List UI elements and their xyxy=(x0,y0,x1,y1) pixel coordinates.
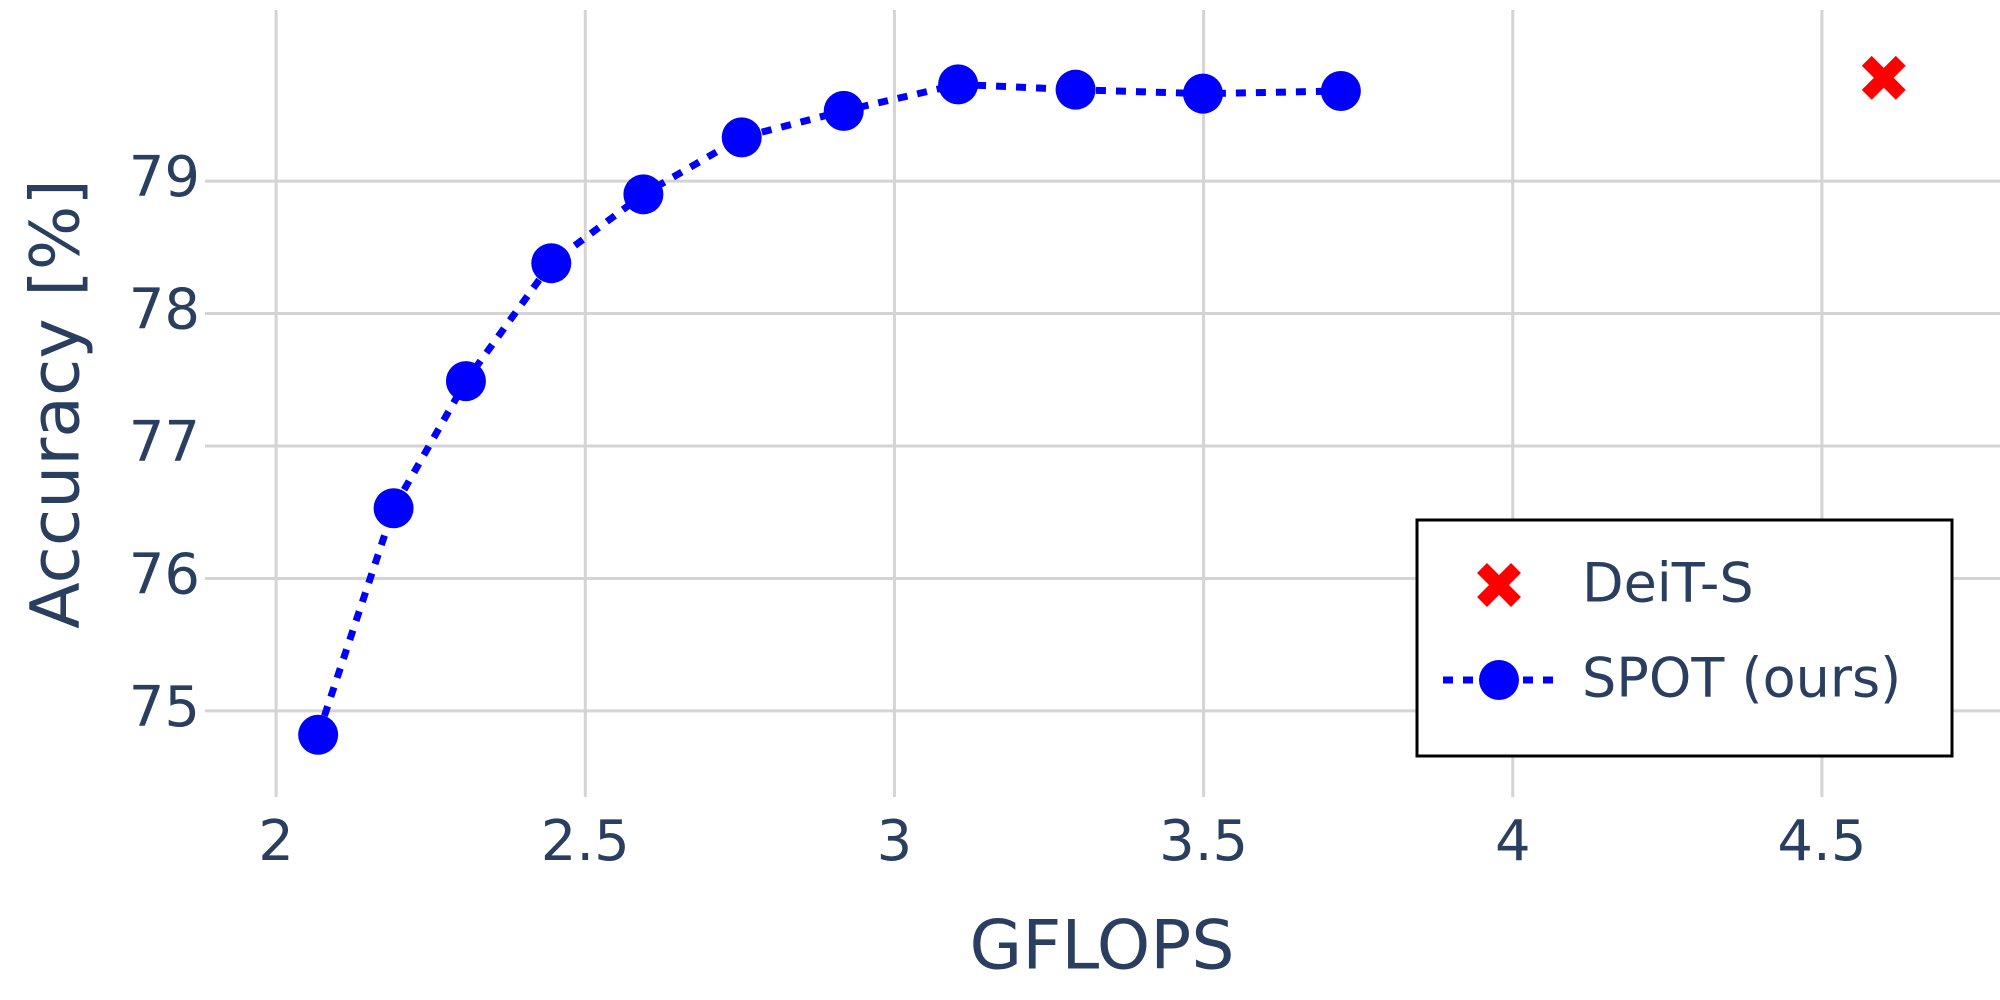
point xyxy=(1182,73,1223,114)
legend-marker xyxy=(1479,660,1519,700)
grid xyxy=(205,10,2000,797)
series-line xyxy=(314,80,1341,736)
point xyxy=(823,90,864,131)
point xyxy=(298,714,339,755)
legend-box xyxy=(1415,518,1954,758)
marker-x xyxy=(1861,55,1906,100)
x-tick-label: 3 xyxy=(877,809,913,874)
y-axis-title: Accuracy [%] xyxy=(17,179,96,629)
x-axis-title: GFLOPS xyxy=(970,907,1235,986)
point xyxy=(1320,71,1361,112)
marker-x xyxy=(1477,563,1521,607)
point xyxy=(531,243,572,284)
x-tick-label: 4 xyxy=(1495,809,1531,874)
point xyxy=(373,488,414,529)
x-tick-label: 2.5 xyxy=(541,809,630,874)
y-tick-label: 77 xyxy=(129,410,200,475)
legend-label: SPOT (ours) xyxy=(1582,647,1901,710)
y-tick-label: 75 xyxy=(129,675,200,740)
point xyxy=(721,117,762,158)
y-tick-label: 76 xyxy=(129,543,200,608)
x-tick-label: 2 xyxy=(258,809,294,874)
point xyxy=(445,361,486,402)
point xyxy=(938,64,979,105)
x-tick-label: 4.5 xyxy=(1777,809,1866,874)
y-tick-label: 79 xyxy=(129,145,200,210)
legend-label: DeiT-S xyxy=(1582,552,1754,615)
point xyxy=(1055,69,1096,110)
y-tick-label: 78 xyxy=(129,278,200,343)
x-tick-label: 3.5 xyxy=(1159,809,1248,874)
point xyxy=(623,174,664,215)
